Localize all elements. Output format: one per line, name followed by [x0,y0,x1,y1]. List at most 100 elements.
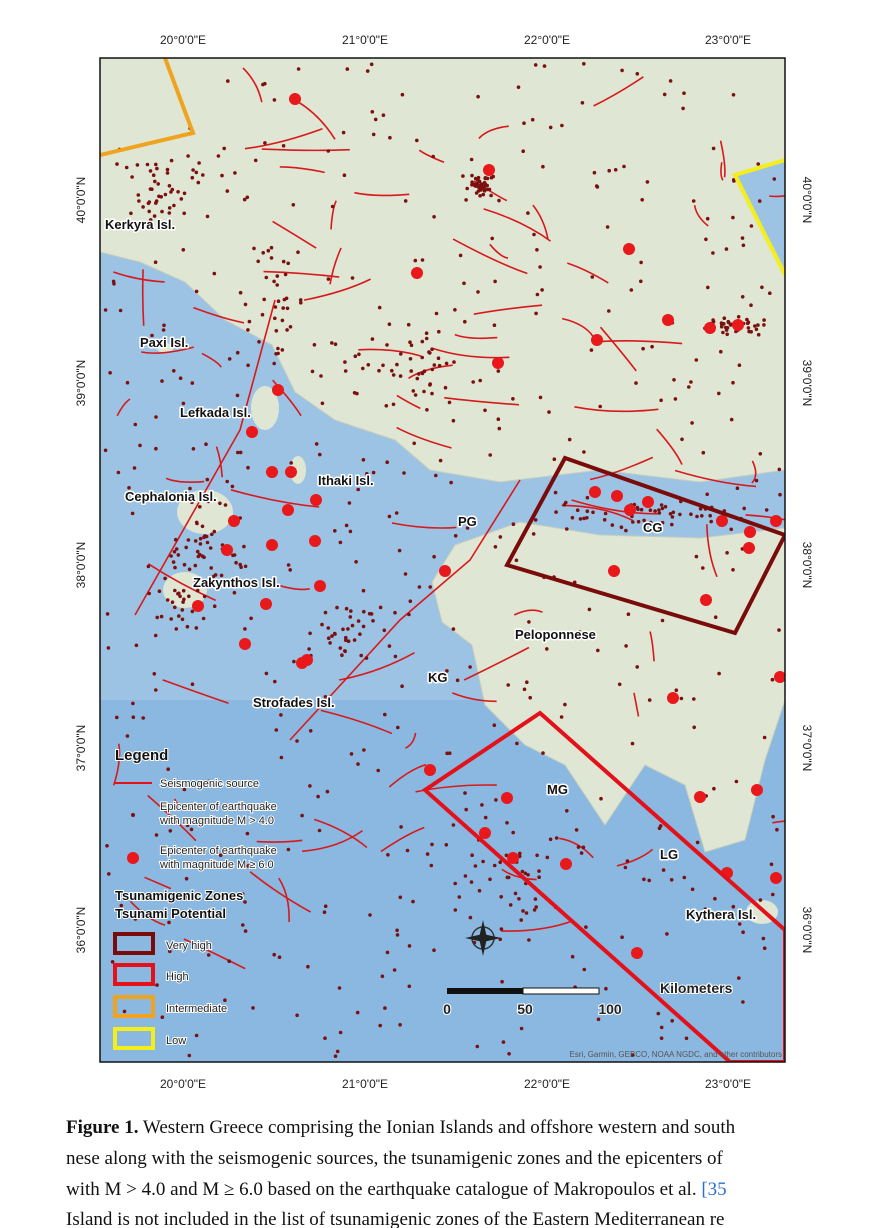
epicenter [725,332,729,337]
epicenter [223,503,228,507]
fault-line [562,317,594,338]
epicenter [580,101,585,105]
epicenter [177,614,181,618]
legend-item: Epicenter of earthquake [160,845,277,857]
epicenter [394,511,399,515]
place-label: Kerkyra Isl. [105,217,175,232]
fault-line [244,128,323,150]
fault-line [396,394,421,410]
epicenter [443,385,448,390]
epicenter [768,291,772,296]
epicenter [395,362,399,367]
epicenter [582,62,586,66]
epicenter [316,794,320,799]
epicenter [711,146,716,151]
epicenter [585,495,590,500]
fault-line [454,333,498,340]
epicenter [642,518,646,523]
epicenter [341,627,345,632]
epicenter [689,512,693,516]
epicenter [562,503,567,507]
fault-line [320,709,393,735]
epicenter [335,1049,340,1054]
epicenter-major [260,598,272,610]
epicenter [517,897,521,901]
lon-label: 22°0'0"E [524,1077,570,1091]
epicenter [125,734,130,738]
epicenter [256,259,261,264]
epicenter [519,918,523,922]
epicenter [749,224,754,228]
epicenter [385,950,390,955]
epicenter [279,755,284,760]
epicenter-major [770,872,782,884]
caption-ref[interactable]: [35 [701,1179,726,1200]
epicenter [417,585,422,589]
epicenter [424,336,429,341]
epicenter-major [732,319,744,331]
fault-line [141,346,195,354]
epicenter [545,647,549,651]
epicenter [180,608,185,612]
epicenter [371,619,375,623]
epicenter [246,465,250,470]
zone-intermediate [100,58,196,157]
epicenter [412,441,417,446]
epicenter [243,302,248,307]
epicenter [198,577,202,582]
epicenter [691,199,696,203]
caption-line: Figure 1. Western Greece comprising the … [66,1117,736,1138]
epicenter [552,457,557,462]
epicenter-major [560,858,572,870]
epicenter [427,350,431,354]
epicenter [312,343,317,347]
epicenter [377,305,382,310]
epicenter [141,716,145,720]
fault-line [147,563,217,602]
lon-label: 23°0'0"E [705,33,751,47]
epicenter [190,682,195,686]
epicenter [391,373,396,377]
epicenter [620,68,624,73]
epicenter [348,615,353,619]
epicenter [202,594,207,599]
epicenter [226,79,230,83]
epicenter [393,610,397,615]
lon-label: 23°0'0"E [705,1077,751,1091]
epicenter [342,173,347,177]
epicenter [656,1011,661,1016]
epicenter [169,554,173,558]
epicenter [749,303,753,308]
epicenter [340,653,344,657]
epicenter [711,319,716,324]
epicenter [182,562,187,567]
fault-line [313,818,368,849]
epicenter [338,540,343,545]
place-label: Peloponnese [515,627,596,642]
epicenter-major [642,496,654,508]
fault-line [354,191,410,197]
epicenter [717,671,721,676]
epicenter [397,548,402,553]
legend-swatch [113,1027,155,1050]
epicenter [425,408,429,412]
epicenter [295,1013,299,1018]
epicenter [554,510,558,514]
epicenter [482,180,487,185]
epicenter [159,195,163,199]
epicenter [434,311,439,316]
epicenter [515,741,519,746]
epicenter [246,328,250,332]
epicenter [349,609,353,613]
epicenter [349,752,354,756]
epicenter [485,176,490,181]
epicenter [185,895,189,899]
epicenter [333,342,338,347]
epicenter [263,81,267,86]
epicenter [323,904,328,908]
epicenter [344,606,349,611]
epicenter [473,176,478,181]
epicenter [153,633,158,638]
epicenter [437,329,441,334]
